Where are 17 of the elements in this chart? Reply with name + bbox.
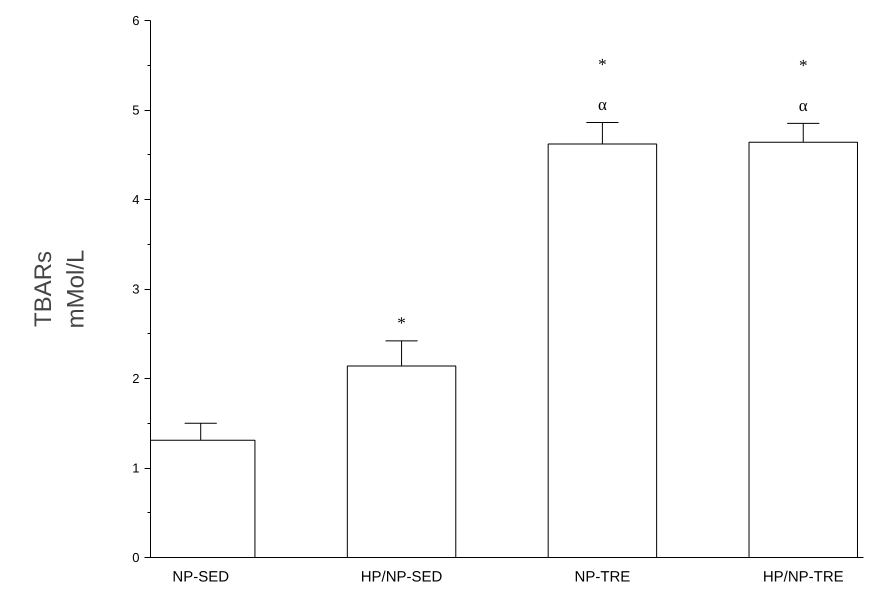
annotation: * — [798, 56, 808, 75]
x-tick-label: HP/NP-TRE — [762, 568, 844, 586]
y-tick-label: 0 — [132, 550, 140, 565]
y-tick-label: 5 — [132, 102, 140, 118]
annotation: * — [598, 54, 607, 74]
annotation: α — [598, 95, 607, 114]
y-axis-title: TBARs mMol/L — [30, 250, 90, 328]
annotation: * — [397, 314, 406, 333]
x-tick-label: HP/NP-SED — [360, 568, 443, 586]
y-tick-label: 6 — [132, 13, 140, 28]
y-tick-label: 4 — [132, 192, 140, 207]
x-tick-label: NP-TRE — [574, 568, 630, 586]
y-tick-label: 1 — [132, 460, 140, 476]
y-tick-label: 2 — [132, 371, 140, 386]
annotation: α — [798, 96, 808, 116]
x-tick-label: NP-SED — [172, 568, 230, 586]
y-tick-label: 3 — [132, 282, 140, 296]
